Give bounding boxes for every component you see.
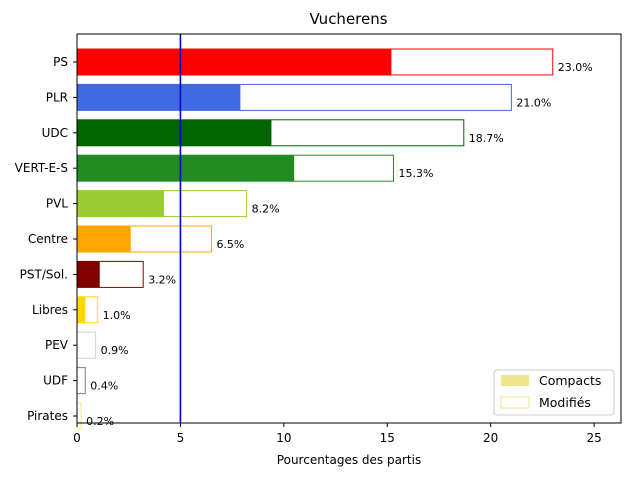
bar-compacts-ps <box>77 49 392 75</box>
y-tick-label-udc: UDC <box>42 126 68 140</box>
y-tick-label-pst-sol: PST/Sol. <box>20 267 68 281</box>
chart-title: Vucherens <box>309 10 387 28</box>
data-label-libres: 1.0% <box>103 309 131 322</box>
data-labels-group: 23.0% 21.0% 18.7% 15.3% 8.2% 6.5% 3.2% 1.0% 0.9%… <box>86 61 593 428</box>
y-tick-label-plr: PLR <box>46 90 68 104</box>
x-tick-label-10: 10 <box>276 431 291 445</box>
legend-label-compacts: Compacts <box>539 373 601 388</box>
data-label-centre: 6.5% <box>216 238 244 251</box>
y-tick-label-pev: PEV <box>45 338 69 352</box>
legend-swatch-modifies <box>500 396 530 409</box>
bar-compacts-pvl <box>77 190 164 217</box>
plot-frame <box>76 33 622 424</box>
data-label-plr: 21.0% <box>516 96 551 109</box>
x-tick-label-5: 5 <box>177 431 185 445</box>
bar-modifies-udf <box>76 367 86 395</box>
data-label-pst-sol: 3.2% <box>148 273 176 286</box>
x-axis: 0 5 10 15 20 25 <box>73 423 602 445</box>
legend-label-modifies: Modifiés <box>539 395 591 410</box>
data-label-pirates: 0.2% <box>86 415 114 428</box>
data-label-udc: 18.7% <box>469 132 504 145</box>
data-label-pvl: 8.2% <box>252 203 280 216</box>
y-tick-label-vert-e-s: VERT-E-S <box>15 161 68 175</box>
y-tick-label-pvl: PVL <box>46 197 68 211</box>
bar-compacts-pst-sol <box>77 261 100 288</box>
bar-compacts-libres <box>77 296 86 323</box>
legend: Compacts Modifiés <box>493 369 615 416</box>
bar-compacts-vert-e-s <box>77 155 295 182</box>
x-axis-label: Pourcentages des partis <box>277 453 421 467</box>
bar-compacts-udc <box>77 119 272 146</box>
data-label-ps: 23.0% <box>558 61 593 74</box>
y-tick-label-ps: PS <box>53 55 68 69</box>
x-tick-label-0: 0 <box>73 431 81 445</box>
bar-compacts-centre <box>77 226 131 252</box>
y-axis: PS PLR UDC VERT-E-S PVL Centre PST/Sol. Libres P… <box>15 55 77 423</box>
y-tick-label-libres: Libres <box>32 303 68 317</box>
data-label-pev: 0.9% <box>101 344 129 357</box>
x-tick-label-20: 20 <box>483 431 498 445</box>
y-tick-label-centre: Centre <box>28 232 68 246</box>
data-label-vert-e-s: 15.3% <box>398 167 433 180</box>
bar-modifies-pev <box>76 331 97 359</box>
legend-swatch-compacts <box>501 375 529 386</box>
x-tick-label-25: 25 <box>586 431 601 445</box>
x-tick-label-15: 15 <box>380 431 395 445</box>
data-label-udf: 0.4% <box>90 380 118 393</box>
bar-modifies-pirates <box>76 402 82 430</box>
y-tick-label-udf: UDF <box>43 374 68 388</box>
bars-group <box>76 48 554 430</box>
bar-compacts-plr <box>77 84 241 111</box>
y-tick-label-pirates: Pirates <box>27 409 68 423</box>
